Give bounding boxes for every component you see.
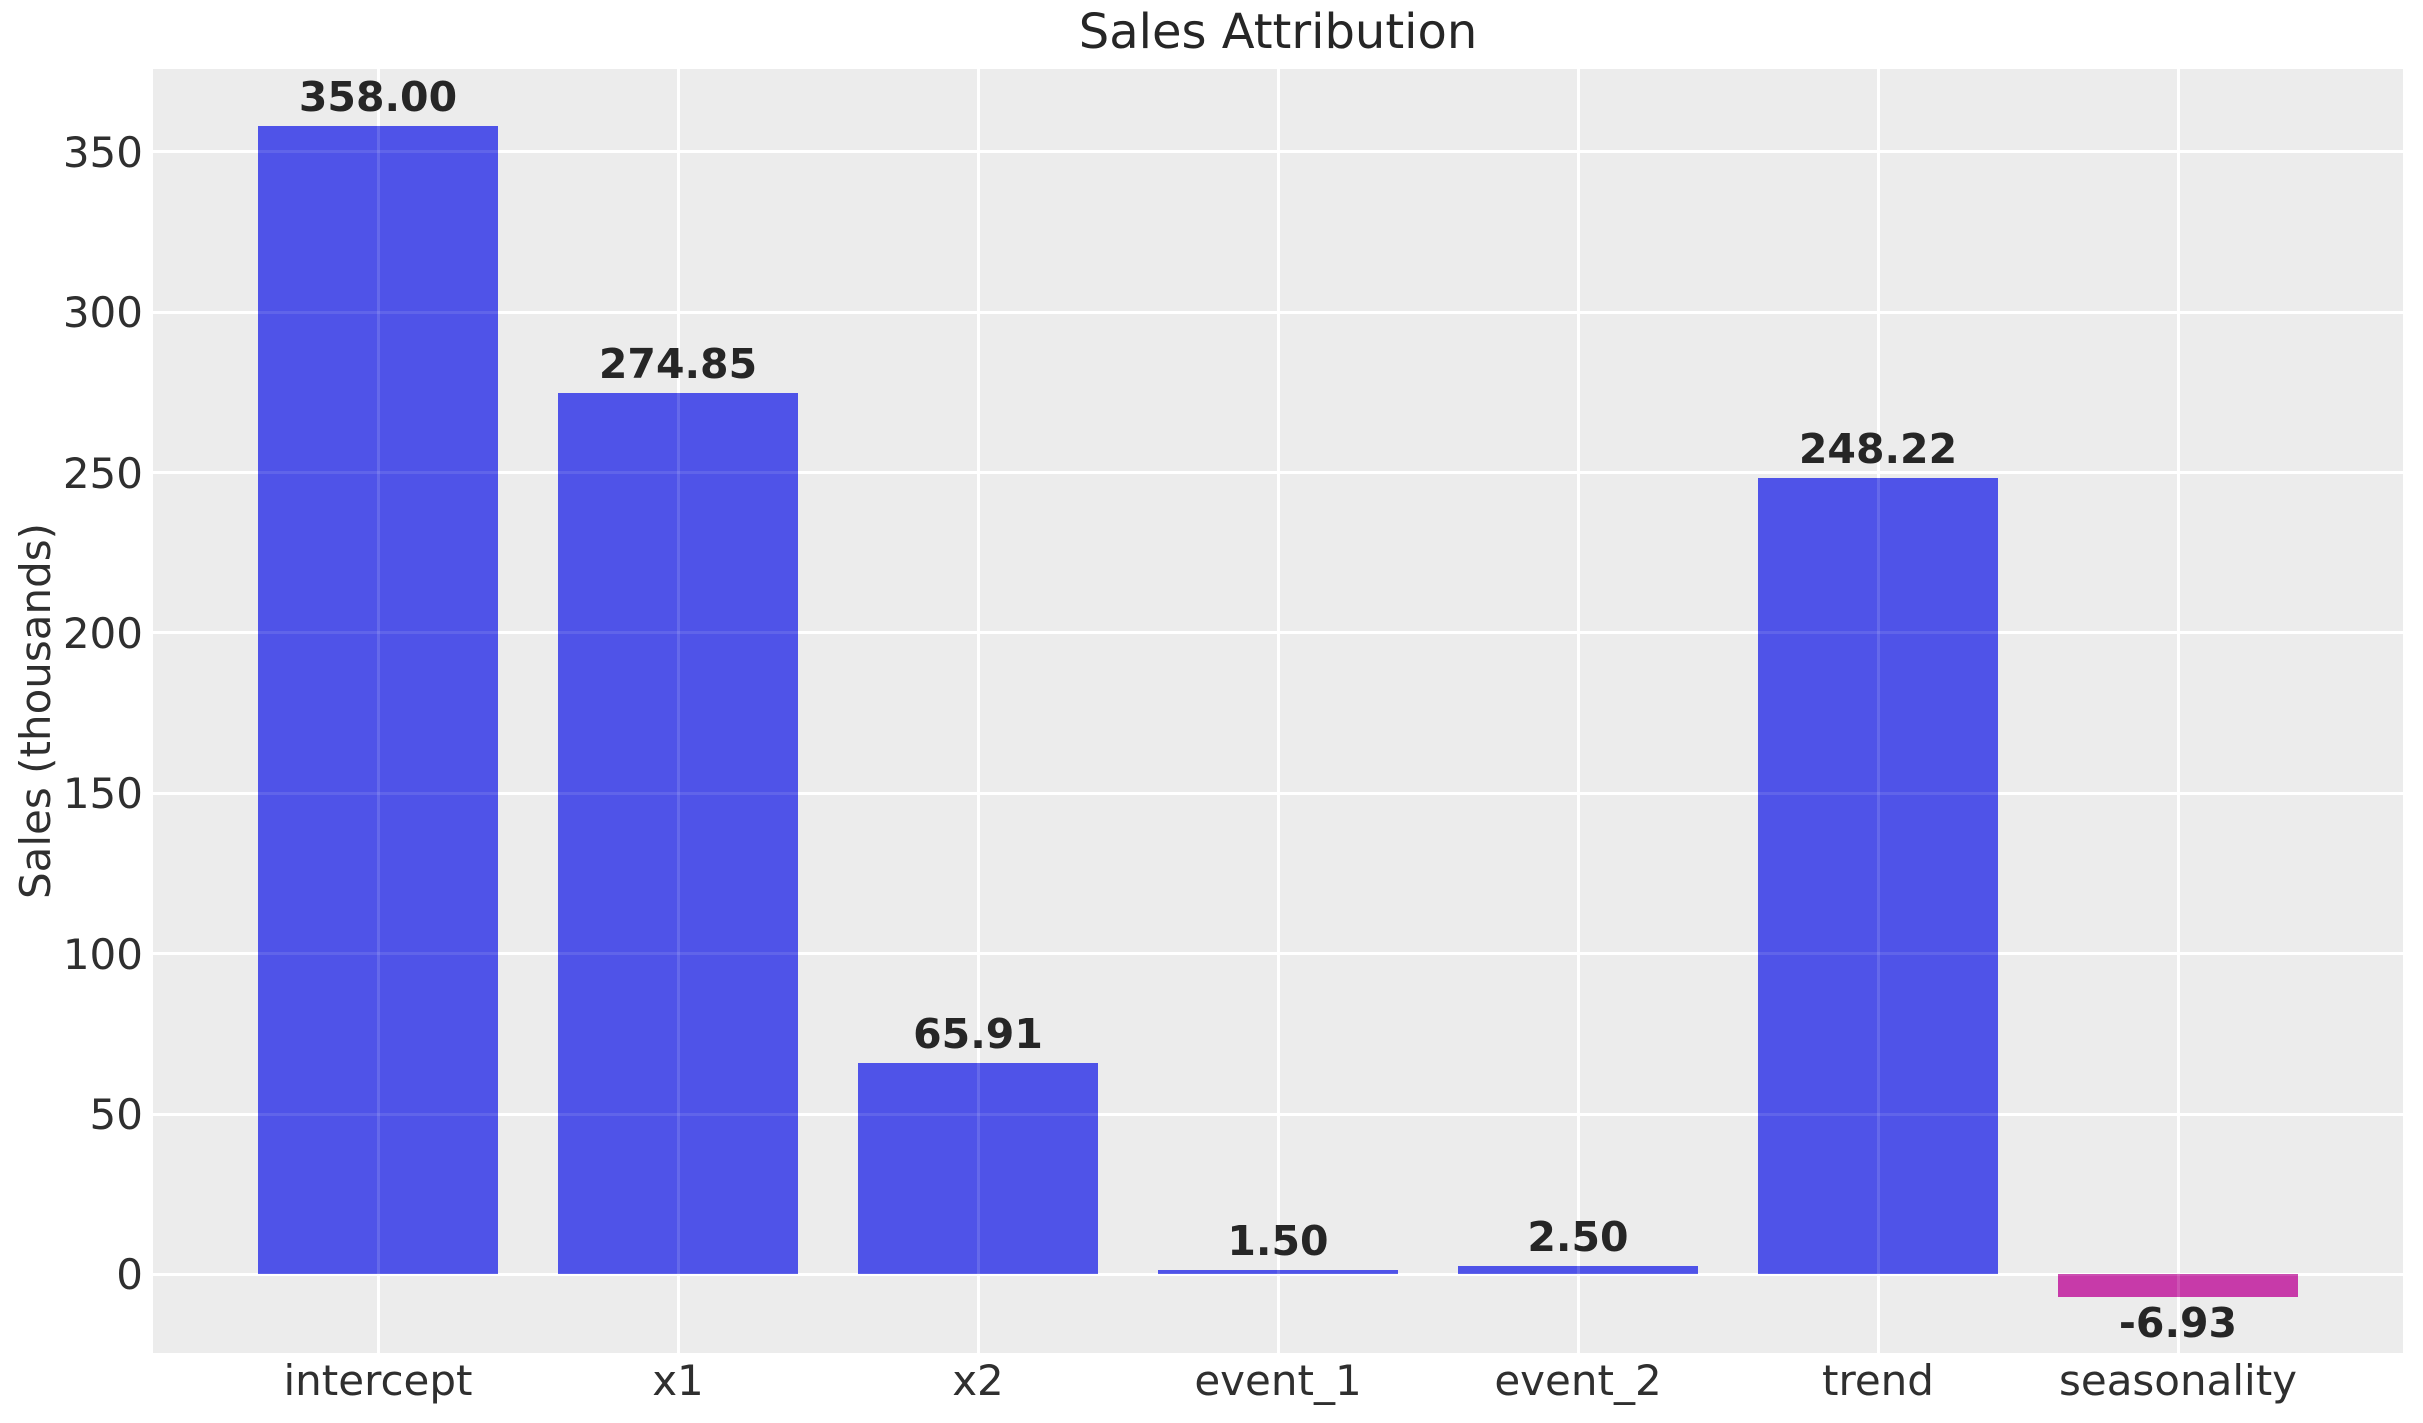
x-gridline-event_2 [1576, 69, 1580, 1353]
y-tick-label: 200 [62, 608, 143, 658]
y-gridline-overlay [153, 1112, 2403, 1116]
x-gridline-seasonality [2176, 69, 2180, 1353]
bar-seasonality [2058, 1274, 2298, 1297]
chart-title: Sales Attribution [1078, 4, 1478, 60]
x-tick-label-x1: x1 [652, 1356, 704, 1405]
x-tick-label-seasonality: seasonality [2058, 1356, 2298, 1405]
y-gridline-overlay [153, 631, 2403, 635]
x-tick-label-trend: trend [1822, 1356, 1934, 1405]
y-gridline-overlay [153, 952, 2403, 956]
bar-value-label-intercept: 358.00 [298, 73, 458, 122]
x-gridline-x2 [976, 69, 980, 1353]
y-gridline-overlay [153, 310, 2403, 314]
x-gridline-overlay [2176, 69, 2180, 1353]
x-gridline-event_1 [1276, 69, 1280, 1353]
y-tick-label: 50 [89, 1090, 143, 1140]
x-gridline-overlay [376, 69, 380, 1353]
bar-event_1 [1158, 1269, 1398, 1275]
x-gridline-overlay [676, 69, 680, 1353]
bar-value-label-seasonality: -6.93 [2118, 1298, 2238, 1347]
y-axis-label: Sales (thousands) [11, 522, 60, 900]
y-tick-label: 350 [62, 127, 143, 177]
y-gridline-overlay [153, 150, 2403, 154]
x-gridline-overlay [1876, 69, 1880, 1353]
y-gridline-overlay [153, 791, 2403, 795]
x-gridline-overlay [976, 69, 980, 1353]
y-gridline-overlay [153, 471, 2403, 474]
bar-value-label-trend: 248.22 [1798, 425, 1958, 474]
y-tick-label: 0 [116, 1250, 143, 1300]
bar-intercept [258, 126, 498, 1275]
y-tick-label: 100 [62, 929, 143, 979]
y-gridline-overlay [153, 1272, 2403, 1276]
bar-value-label-x1: 274.85 [598, 339, 758, 388]
bar-value-label-x2: 65.91 [913, 1010, 1043, 1058]
plot-area: 358.00 274.85 65.91 1.50 2.50 248.22 -6.93 [153, 69, 2403, 1353]
bar-value-label-event_2: 2.50 [1527, 1213, 1629, 1262]
x-gridline-overlay [1576, 69, 1580, 1353]
x-tick-label-x2: x2 [952, 1356, 1004, 1405]
x-tick-label-intercept: intercept [283, 1356, 473, 1405]
y-tick-label: 300 [62, 288, 143, 338]
bar-trend [1758, 478, 1998, 1275]
x-tick-label-event_1: event_1 [1194, 1356, 1362, 1405]
bar-event_2 [1458, 1266, 1698, 1275]
bar-x2 [858, 1063, 1098, 1275]
y-tick-label: 150 [62, 769, 143, 819]
x-tick-label-event_2: event_2 [1494, 1356, 1662, 1405]
y-tick-label: 250 [62, 448, 143, 498]
x-gridline-overlay [1276, 69, 1280, 1353]
bar-value-label-event_1: 1.50 [1227, 1216, 1329, 1265]
bar-x1 [558, 392, 798, 1275]
